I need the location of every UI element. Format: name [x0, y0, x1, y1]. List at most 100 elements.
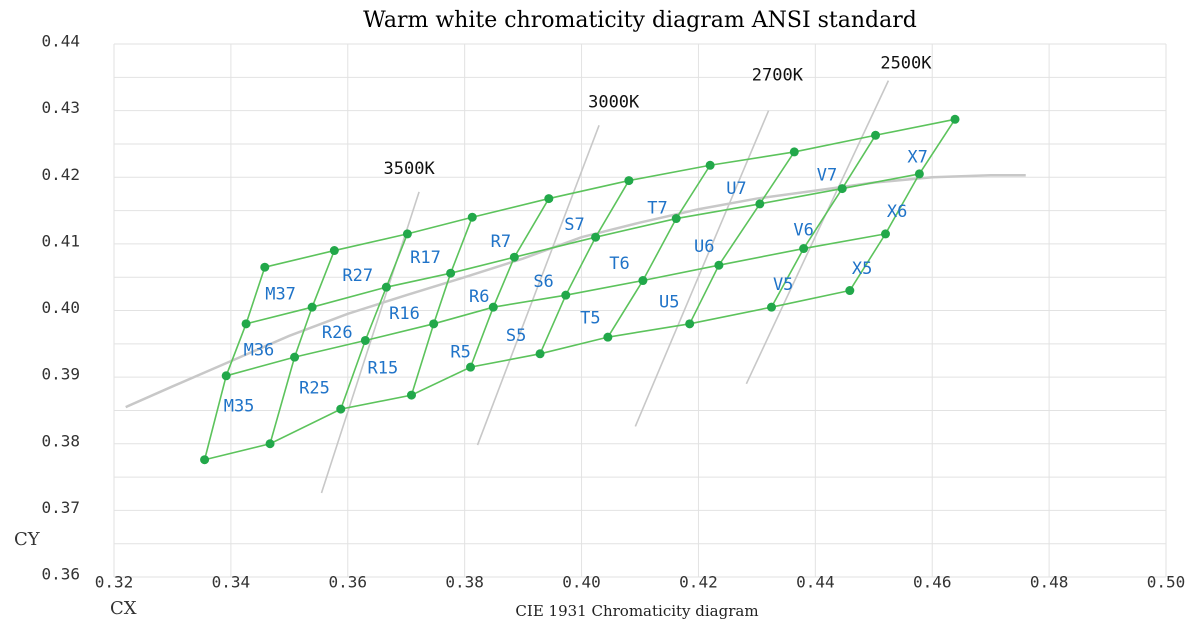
bin-label-t5: T5: [580, 308, 600, 328]
gridlines: [113, 43, 1167, 578]
bin-grid-point: [446, 268, 456, 278]
y-tick-labels: 0.36 0.37 0.38 0.39 0.40 0.41 0.42 0.43 0.44: [41, 32, 80, 584]
bin-grid-point: [467, 212, 477, 222]
bin-grid-point: [488, 302, 498, 312]
bin-grid-point: [406, 390, 416, 400]
bin-labels: M35 M36 M37 R25 R26 R27 R15 R16 R17 R5 R6 R7 S5 S6 S7 T…: [224, 147, 928, 416]
bin-column-line: [203, 266, 266, 460]
isotherm-line: [745, 80, 890, 385]
bin-grid-point: [755, 199, 765, 209]
bin-grid-point: [509, 252, 519, 262]
bin-label-x6: X6: [887, 202, 907, 222]
x-axis-label: CX: [110, 598, 137, 619]
bin-column-line: [539, 180, 630, 355]
y-tick-label: 0.38: [41, 431, 80, 450]
bin-grid-point: [880, 229, 890, 239]
bin-grid-point: [466, 362, 476, 372]
bin-row-line: [264, 118, 956, 268]
bin-grid-point: [845, 286, 855, 296]
bin-grid-point: [360, 335, 370, 345]
bin-grid-point: [336, 404, 346, 414]
bin-grid-point: [544, 194, 554, 204]
bin-grid-point: [789, 147, 799, 157]
bin-label-r16: R16: [389, 304, 420, 324]
y-tick-label: 0.39: [41, 365, 80, 384]
bin-grid-point: [381, 282, 391, 292]
bin-grid-point: [767, 302, 776, 312]
bin-grid-point: [705, 160, 715, 170]
bin-label-v7: V7: [817, 165, 837, 185]
bin-grid-point: [535, 349, 545, 359]
bin-row-line: [226, 233, 886, 377]
bin-column-line: [688, 151, 795, 325]
bin-label-t6: T6: [609, 254, 629, 274]
bin-row-line: [204, 289, 850, 461]
bin-grid-lines: [203, 118, 956, 461]
bin-label-x7: X7: [907, 147, 927, 167]
y-tick-label: 0.40: [41, 298, 80, 317]
bin-grid-point: [329, 246, 339, 256]
bin-grid-point: [221, 371, 231, 381]
x-tick-label: 0.50: [1147, 573, 1186, 592]
y-axis-label: CY: [14, 529, 41, 550]
bin-grid-point: [241, 319, 251, 329]
x-tick-label: 0.32: [95, 573, 134, 592]
bin-grid-point: [561, 290, 571, 300]
x-tick-label: 0.38: [445, 573, 484, 592]
cct-label-3500k: 3500K: [384, 159, 436, 179]
bin-label-u6: U6: [694, 237, 714, 257]
bin-label-u5: U5: [659, 293, 679, 313]
bin-grid-point: [603, 332, 613, 342]
bin-grid-point: [591, 232, 601, 242]
bin-grid-point: [402, 229, 412, 239]
bin-label-x5: X5: [852, 259, 872, 279]
bin-label-r27: R27: [342, 266, 373, 286]
bin-grid-points: [200, 114, 960, 465]
bin-grid-point: [638, 276, 648, 286]
x-tick-label: 0.46: [913, 573, 952, 592]
y-tick-label: 0.37: [41, 498, 80, 517]
bin-label-r25: R25: [299, 378, 330, 398]
bin-column-line: [469, 198, 550, 368]
x-tick-label: 0.42: [679, 573, 718, 592]
blackbody-locus: [125, 174, 1026, 409]
bin-grid-point: [685, 319, 695, 329]
y-tick-label: 0.44: [41, 32, 80, 51]
cct-label-2700k: 2700K: [752, 66, 804, 86]
chart-subtitle: CIE 1931 Chromaticity diagram: [515, 602, 758, 620]
x-tick-label: 0.40: [562, 573, 601, 592]
bin-grid-point: [871, 130, 881, 140]
x-tick-label: 0.44: [796, 573, 835, 592]
bin-column-line: [607, 164, 711, 338]
x-tick-label: 0.48: [1030, 573, 1069, 592]
bin-grid-point: [260, 262, 270, 272]
cct-label-3000k: 3000K: [588, 92, 640, 112]
bin-label-u7: U7: [726, 179, 746, 199]
bin-label-r17: R17: [410, 248, 441, 268]
bin-label-m37: M37: [265, 285, 296, 305]
bin-column-line: [340, 233, 409, 410]
bin-label-v6: V6: [793, 221, 813, 241]
bin-label-r15: R15: [367, 358, 398, 378]
bin-grid-point: [307, 302, 317, 312]
bin-label-s7: S7: [564, 215, 584, 235]
x-tick-labels: 0.32 0.34 0.36 0.38 0.40 0.42 0.44 0.46 0.48 0.50: [95, 573, 1186, 592]
bin-grid-point: [200, 455, 210, 465]
blackbody-locus-layer: [125, 174, 1026, 409]
cct-labels: 3500K 3000K 2700K 2500K: [384, 54, 933, 179]
bin-column-line: [770, 134, 877, 308]
y-tick-label: 0.41: [41, 231, 80, 250]
bin-grid-point: [837, 184, 847, 194]
bin-column-line: [410, 216, 474, 396]
y-tick-label: 0.42: [41, 165, 80, 184]
y-tick-label: 0.36: [41, 565, 80, 584]
bin-column-line: [269, 250, 336, 444]
bin-label-v5: V5: [773, 275, 793, 295]
bin-column-line: [849, 118, 956, 291]
chart-title: Warm white chromaticity diagram ANSI sta…: [363, 8, 917, 33]
isotherm-line: [476, 124, 600, 446]
bin-grid-point: [671, 214, 681, 224]
bin-grid-point: [950, 114, 960, 124]
